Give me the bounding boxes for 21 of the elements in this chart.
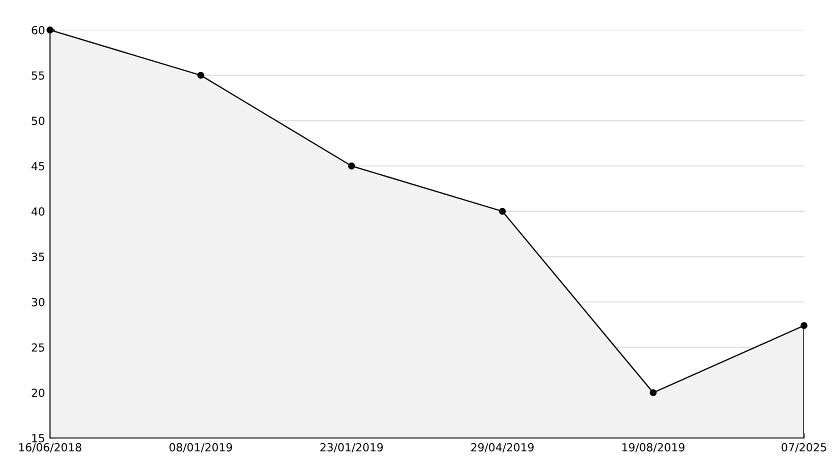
y-tick-label: 40 [32, 207, 44, 216]
point [197, 72, 204, 79]
x-tick-label: 07/2025 [782, 443, 826, 452]
y-tick-label: 35 [32, 252, 44, 262]
y-tick-label: 20 [32, 388, 44, 398]
y-tick-label: 60 [32, 26, 44, 34]
x-tick-label: 29/04/2019 [471, 443, 534, 452]
x-tick-label: 08/01/2019 [170, 443, 232, 452]
point [650, 389, 657, 396]
point [498, 208, 506, 215]
x-tick-label: 19/08/2019 [622, 443, 684, 452]
x-tick-label: 16/06/2018 [19, 443, 82, 452]
point [800, 322, 808, 330]
y-tick-label: 45 [32, 162, 44, 170]
x-tick-label: 23/01/2019 [320, 443, 383, 452]
y-tick-label: 30 [32, 298, 44, 306]
y-tick-label: 55 [32, 71, 44, 80]
point [348, 162, 356, 170]
y-tick-label: 50 [32, 116, 44, 126]
y-tick-label: 25 [32, 343, 44, 352]
y-tick-label: 15 [32, 434, 44, 442]
